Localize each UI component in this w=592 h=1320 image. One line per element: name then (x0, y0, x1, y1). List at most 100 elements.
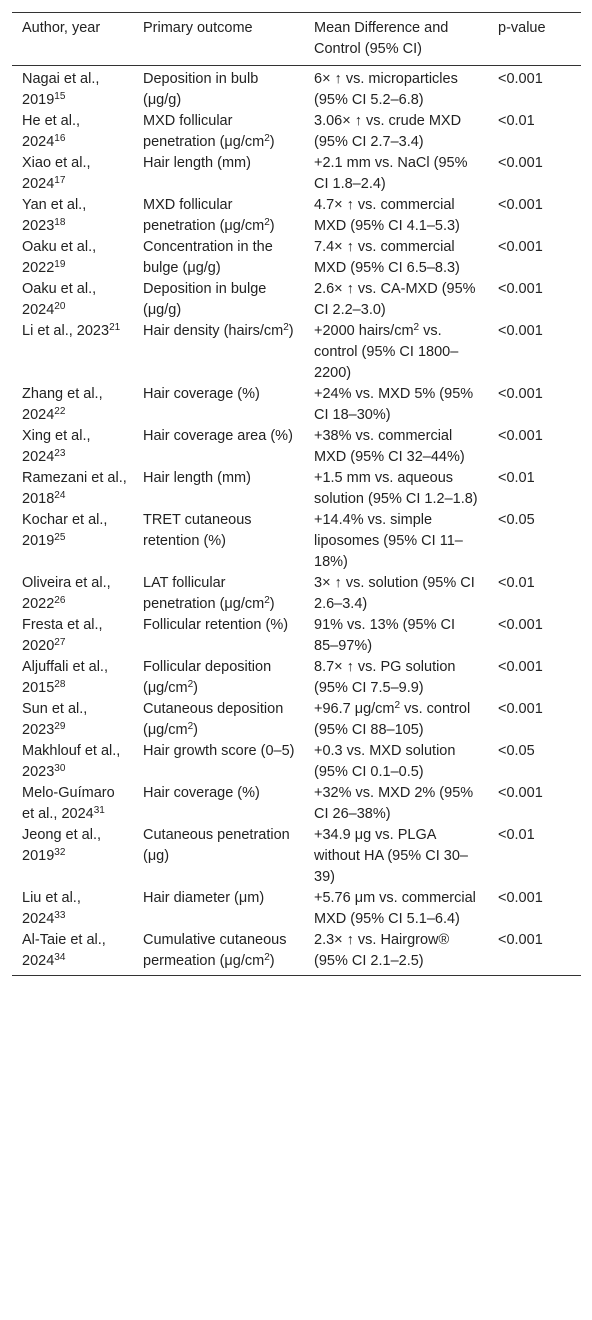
table-cell: 2.3× ↑ vs. Hairgrow® (95% CI 2.1–2.5) (304, 930, 488, 976)
table-header: Author, year Primary outcome Mean Differ… (12, 12, 581, 66)
superscript: 2 (283, 322, 289, 333)
cell-text: +32% vs. MXD 2% (95% CI 26–38%) (314, 785, 474, 822)
table-cell: <0.001 (488, 657, 581, 699)
header-cell: Author, year (12, 12, 133, 66)
cell-text: Oliveira et al., 2022 (22, 575, 111, 612)
results-table: Author, year Primary outcome Mean Differ… (12, 12, 581, 976)
superscript: 21 (109, 322, 121, 333)
table-cell: Kochar et al., 201925 (12, 510, 133, 573)
table-cell: 3× ↑ vs. solution (95% CI 2.6–3.4) (304, 573, 488, 615)
superscript: 27 (54, 637, 66, 648)
superscript: 2 (264, 952, 270, 963)
cell-text: Jeong et al., 2019 (22, 827, 101, 864)
superscript: 29 (54, 721, 66, 732)
cell-text: MXD follicular penetration (μg/cm (143, 197, 265, 234)
table-row: Oaku et al., 202219 Concentration in the … (12, 237, 581, 279)
table-cell: <0.05 (488, 510, 581, 573)
table-cell: <0.001 (488, 615, 581, 657)
table-cell: Hair length (mm) (133, 468, 304, 510)
cell-text: <0.01 (498, 470, 535, 486)
cell-text: Hair length (mm) (143, 470, 251, 486)
cell-text: 4.7× ↑ vs. commercial MXD (95% CI 4.1–5.… (314, 197, 460, 234)
cell-text: Follicular retention (%) (143, 617, 289, 633)
table-cell: Hair growth score (0–5) (133, 741, 304, 783)
cell-text: +96.7 μg/cm (314, 701, 395, 717)
table-cell: <0.01 (488, 825, 581, 888)
superscript: 18 (54, 217, 66, 228)
cell-text: Zhang et al., 2024 (22, 386, 103, 423)
table-cell: Zhang et al., 202422 (12, 384, 133, 426)
table-cell: Hair length (mm) (133, 153, 304, 195)
table-row: Al-Taie et al., 202434 Cumulative cutaneo… (12, 930, 581, 976)
cell-text: 8.7× ↑ vs. PG solution (95% CI 7.5–9.9) (314, 659, 456, 696)
cell-text: +2000 hairs/cm (314, 323, 414, 339)
cell-text: ) (193, 680, 199, 696)
table-cell: LAT follicular penetration (μg/cm2) (133, 573, 304, 615)
table-body: Nagai et al., 201915 Deposition in bulb (… (12, 66, 581, 976)
table-cell: <0.001 (488, 153, 581, 195)
cell-text: 7.4× ↑ vs. commercial MXD (95% CI 6.5–8.… (314, 239, 460, 276)
table-cell: <0.001 (488, 321, 581, 384)
cell-text: <0.01 (498, 113, 535, 129)
cell-text: <0.001 (498, 701, 543, 717)
table-cell: <0.01 (488, 573, 581, 615)
cell-text: ) (193, 722, 199, 738)
table-cell: Deposition in bulb (μg/g) (133, 66, 304, 112)
table-cell: <0.01 (488, 111, 581, 153)
cell-text: 3.06× ↑ vs. crude MXD (95% CI 2.7–3.4) (314, 113, 462, 150)
cell-text: Liu et al., 2024 (22, 890, 81, 927)
table-cell: +96.7 μg/cm2 vs. control (95% CI 88–105) (304, 699, 488, 741)
table-cell: <0.001 (488, 930, 581, 976)
table-cell: 3.06× ↑ vs. crude MXD (95% CI 2.7–3.4) (304, 111, 488, 153)
superscript: 2 (394, 700, 401, 711)
cell-text: ) (269, 596, 275, 612)
table-cell: 2.6× ↑ vs. CA-MXD (95% CI 2.2–3.0) (304, 279, 488, 321)
cell-text: Kochar et al., 2019 (22, 512, 108, 549)
table-cell: +2.1 mm vs. NaCl (95% CI 1.8–2.4) (304, 153, 488, 195)
cell-text: +38% vs. commercial MXD (95% CI 32–44%) (314, 428, 465, 465)
table-cell: Ramezani et al., 201824 (12, 468, 133, 510)
cell-text: +34.9 μg vs. PLGA without HA (95% CI 30–… (314, 827, 468, 885)
cell-text: Cumulative cutaneous permeation (μg/cm (143, 932, 287, 969)
table-cell: Al-Taie et al., 202434 (12, 930, 133, 976)
cell-text: +14.4% vs. simple liposomes (95% CI 11–1… (314, 512, 463, 570)
header-cell: Mean Difference and Control (95% CI) (304, 12, 488, 66)
table-cell: <0.001 (488, 279, 581, 321)
cell-text: <0.001 (498, 890, 543, 906)
superscript: 20 (54, 301, 66, 312)
table-row: Ramezani et al., 201824 Hair length (mm) +… (12, 468, 581, 510)
table-cell: <0.001 (488, 888, 581, 930)
superscript: 25 (54, 532, 66, 543)
table-row: Xing et al., 202423 Hair coverage area (%… (12, 426, 581, 468)
table-cell: <0.001 (488, 426, 581, 468)
table-cell: <0.05 (488, 741, 581, 783)
cell-text: 2.6× ↑ vs. CA-MXD (95% CI 2.2–3.0) (314, 281, 476, 318)
cell-text: <0.001 (498, 428, 543, 444)
cell-text: Melo-Guímaro et al., 2024 (22, 785, 115, 822)
cell-text: Cutaneous penetration (μg) (143, 827, 290, 864)
cell-text: +24% vs. MXD 5% (95% CI 18–30%) (314, 386, 474, 423)
table-cell: +14.4% vs. simple liposomes (95% CI 11–1… (304, 510, 488, 573)
header-row: Author, year Primary outcome Mean Differ… (12, 12, 581, 66)
table-cell: Hair coverage area (%) (133, 426, 304, 468)
table-cell: Oaku et al., 202420 (12, 279, 133, 321)
cell-text: +2.1 mm vs. NaCl (95% CI 1.8–2.4) (314, 155, 468, 192)
table-row: Liu et al., 202433 Hair diameter (μm) +5.7… (12, 888, 581, 930)
cell-text: <0.01 (498, 575, 535, 591)
superscript: 31 (93, 805, 105, 816)
cell-text: Aljuffali et al., 2015 (22, 659, 108, 696)
cell-text: Xiao et al., 2024 (22, 155, 91, 192)
table-row: Oliveira et al., 202226 LAT follicular pe… (12, 573, 581, 615)
table-row: Kochar et al., 201925 TRET cutaneous rete… (12, 510, 581, 573)
table-row: Sun et al., 202329 Cutaneous deposition (… (12, 699, 581, 741)
cell-text: <0.001 (498, 386, 543, 402)
table-cell: +32% vs. MXD 2% (95% CI 26–38%) (304, 783, 488, 825)
table-cell: 8.7× ↑ vs. PG solution (95% CI 7.5–9.9) (304, 657, 488, 699)
table-cell: Aljuffali et al., 201528 (12, 657, 133, 699)
cell-text: +0.3 vs. MXD solution (95% CI 0.1–0.5) (314, 743, 456, 780)
cell-text: <0.001 (498, 932, 543, 948)
cell-text: <0.001 (498, 155, 543, 171)
table-cell: 4.7× ↑ vs. commercial MXD (95% CI 4.1–5.… (304, 195, 488, 237)
superscript: 33 (54, 910, 66, 921)
